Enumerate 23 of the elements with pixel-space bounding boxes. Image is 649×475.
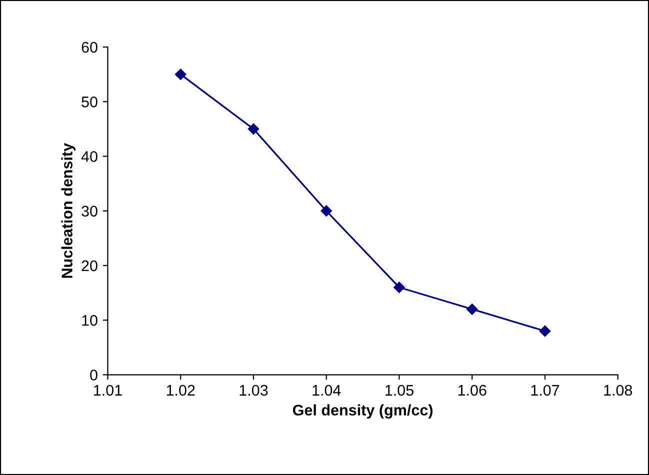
y-tick-label: 40 bbox=[81, 151, 98, 162]
x-tick-label: 1.04 bbox=[312, 384, 341, 396]
y-axis-title: Nucleation density bbox=[61, 143, 76, 278]
point bbox=[175, 68, 186, 80]
x-tick-label: 1.03 bbox=[240, 384, 268, 396]
point bbox=[248, 123, 260, 135]
point bbox=[394, 282, 405, 293]
point bbox=[466, 304, 478, 315]
y-tick-label: 60 bbox=[82, 42, 98, 53]
y-tick-label: 0 bbox=[90, 370, 98, 380]
x-tick-label: 1.05 bbox=[386, 384, 414, 396]
x-tick-label: 1.08 bbox=[604, 384, 632, 396]
x-tick-label: 1.01 bbox=[94, 384, 122, 396]
point bbox=[539, 325, 551, 337]
y-tick-label: 30 bbox=[82, 206, 98, 217]
x-tick-label: 1.06 bbox=[458, 384, 486, 396]
x-tick-label: 1.07 bbox=[531, 384, 560, 396]
y-tick-label: 20 bbox=[82, 260, 98, 272]
y-tick-label: 50 bbox=[82, 96, 98, 108]
point bbox=[320, 205, 332, 217]
y-tick-label: 10 bbox=[82, 315, 98, 326]
x-tick-label: 1.02 bbox=[166, 384, 195, 396]
x-axis-title: Gel density (gm/cc) bbox=[292, 404, 432, 419]
